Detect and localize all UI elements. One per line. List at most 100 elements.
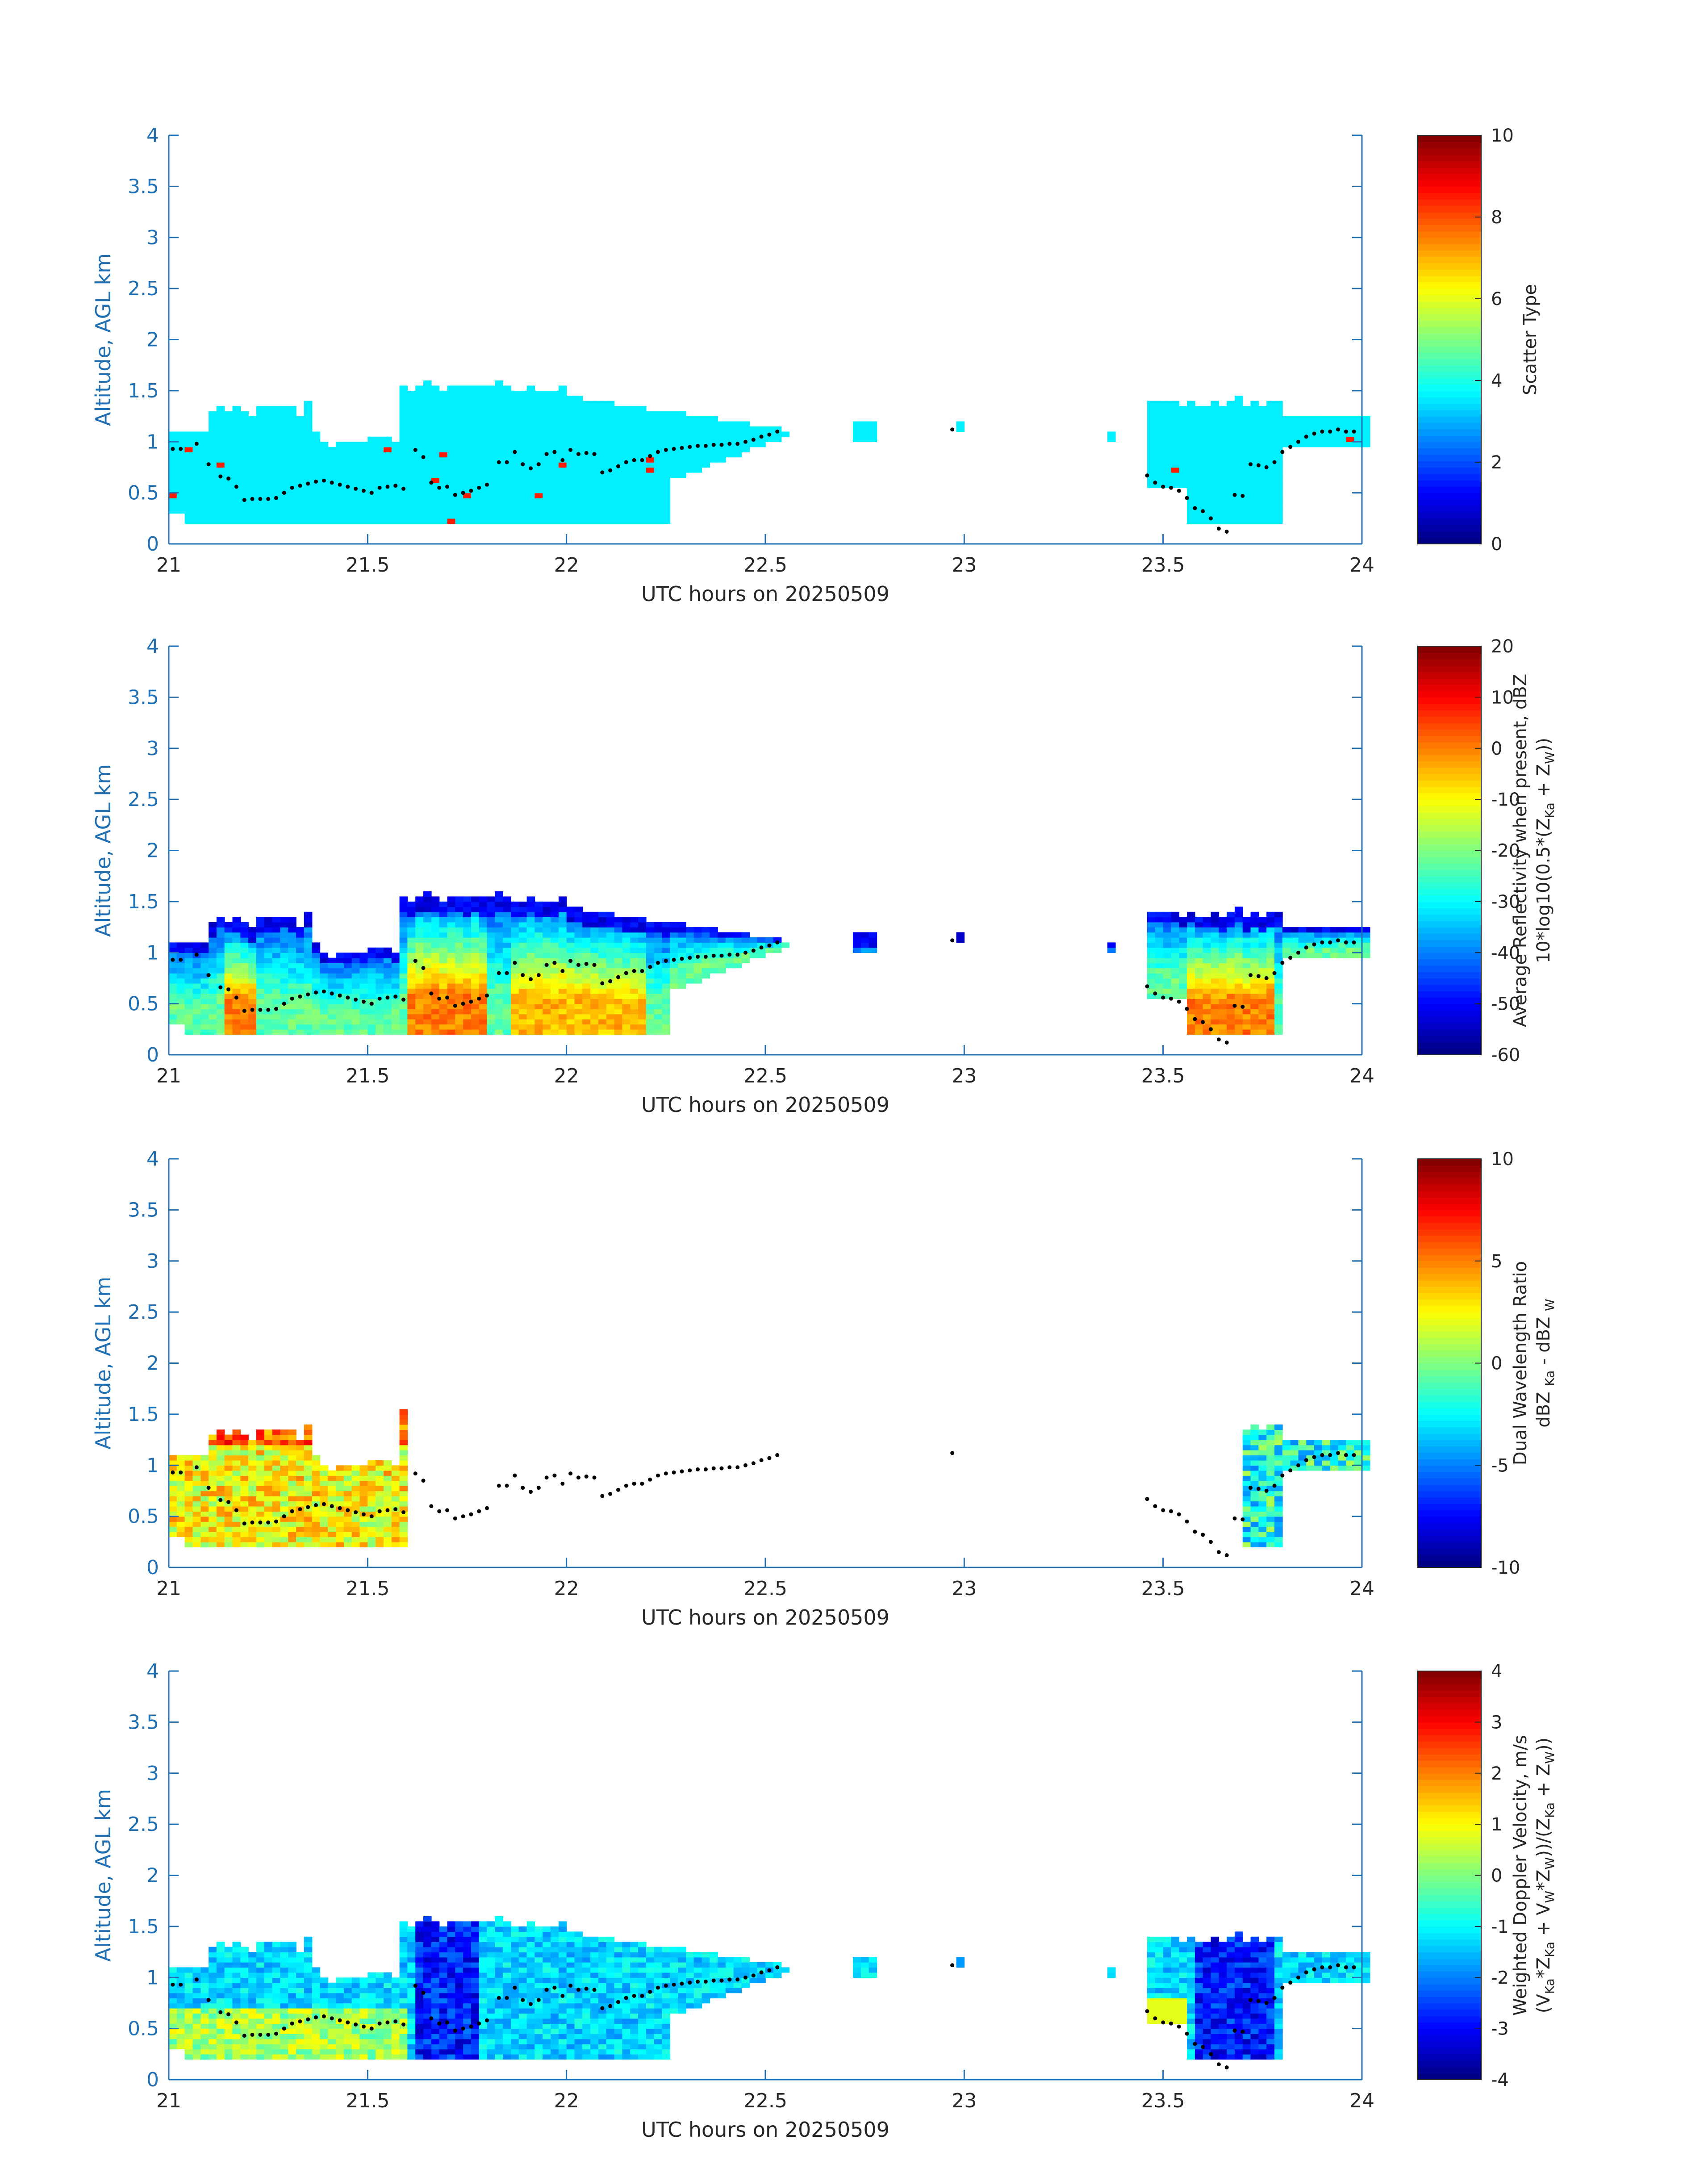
heatmap-cell: [1163, 927, 1172, 933]
heatmap-cell: [312, 1029, 321, 1035]
heatmap-cell: [1242, 482, 1251, 488]
heatmap-cell: [336, 488, 344, 493]
heatmap-cell: [431, 442, 440, 447]
heatmap-cell: [272, 513, 281, 519]
heatmap-cell: [535, 493, 543, 498]
colorbar-step: [1418, 889, 1481, 896]
heatmap-cell: [399, 1009, 408, 1015]
heatmap-cell: [1242, 999, 1251, 1004]
cloud-base-point: [369, 491, 374, 495]
heatmap-cell: [384, 462, 392, 468]
heatmap-cell: [518, 942, 527, 948]
heatmap-cell: [1219, 957, 1227, 963]
heatmap-cell: [1242, 442, 1251, 447]
heatmap-cell: [574, 472, 583, 478]
heatmap-cell: [431, 401, 440, 406]
heatmap-cell: [511, 390, 519, 397]
heatmap-cell: [455, 508, 464, 514]
heatmap-cell: [1194, 416, 1203, 422]
heatmap-cell: [526, 947, 535, 953]
heatmap-cell: [176, 482, 185, 488]
heatmap-cell: [447, 957, 456, 963]
heatmap-cell: [216, 993, 225, 999]
heatmap-cell: [1266, 436, 1275, 442]
heatmap-cell: [423, 442, 432, 447]
x-tick-label: 21: [156, 554, 181, 577]
heatmap-cell: [1242, 498, 1251, 504]
heatmap-cell: [209, 1029, 217, 1035]
heatmap-cell: [359, 1491, 368, 1496]
heatmap-cell: [264, 1460, 273, 1466]
heatmap-cell: [216, 999, 225, 1004]
heatmap-cell: [391, 999, 400, 1004]
heatmap-cell: [551, 518, 559, 524]
heatmap-cell: [757, 431, 766, 437]
heatmap-cell: [526, 957, 535, 963]
heatmap-cell: [511, 431, 519, 437]
heatmap-cell: [606, 508, 615, 514]
heatmap-cell: [566, 973, 575, 979]
heatmap-cell: [256, 978, 265, 984]
colorbar-step: [1418, 1003, 1481, 1011]
heatmap-cell: [232, 1014, 241, 1020]
heatmap-cell: [1187, 999, 1195, 1004]
heatmap-cell: [551, 436, 559, 442]
heatmap-cell: [1250, 937, 1259, 943]
heatmap-cell: [518, 488, 527, 493]
colorbar-tick-label: 10: [1491, 125, 1514, 146]
heatmap-cell: [646, 1009, 655, 1015]
heatmap-cell: [1187, 988, 1195, 994]
heatmap-cell: [224, 1475, 233, 1481]
heatmap-cell: [288, 452, 296, 458]
heatmap-cell: [1330, 416, 1339, 422]
heatmap-cell: [733, 447, 742, 452]
heatmap-cell: [566, 993, 575, 999]
heatmap-cell: [336, 968, 344, 974]
heatmap-cell: [288, 953, 296, 958]
heatmap-cell: [232, 498, 241, 504]
heatmap-cell: [415, 518, 424, 524]
heatmap-cell: [518, 963, 527, 969]
heatmap-cell: [463, 411, 472, 417]
heatmap-cell: [439, 406, 448, 412]
cloud-base-point: [1264, 465, 1269, 469]
heatmap-cell: [1250, 401, 1259, 406]
heatmap-cell: [224, 1542, 233, 1547]
heatmap-cell: [272, 472, 281, 478]
heatmap-cell: [216, 462, 225, 468]
colorbar-label: Scatter Type: [1520, 284, 1541, 395]
heatmap-cell: [511, 472, 519, 478]
heatmap-cell: [598, 1014, 607, 1020]
heatmap-cell: [304, 442, 313, 447]
heatmap-cell: [399, 498, 408, 504]
heatmap-cell: [1235, 488, 1243, 493]
heatmap-cell: [216, 968, 225, 974]
heatmap-cell: [343, 1470, 352, 1476]
heatmap-cell: [535, 447, 543, 452]
heatmap-cell: [200, 947, 209, 953]
heatmap-cell: [192, 1516, 201, 1522]
heatmap-cell: [1274, 917, 1283, 923]
heatmap-cell: [718, 436, 726, 442]
heatmap-cell: [638, 462, 647, 468]
heatmap-cell: [678, 457, 686, 463]
heatmap-cell: [256, 1029, 265, 1035]
heatmap-cell: [296, 1526, 305, 1532]
heatmap-cell: [312, 1003, 321, 1009]
y-tick-label: 3: [146, 737, 159, 760]
heatmap-cell: [535, 993, 543, 999]
heatmap-cell: [535, 467, 543, 473]
heatmap-cell: [367, 1475, 376, 1481]
heatmap-cell: [1203, 426, 1211, 432]
heatmap-cell: [1187, 493, 1195, 498]
cloud-base-point: [775, 429, 780, 434]
heatmap-cell: [312, 1470, 321, 1476]
heatmap-cell: [638, 426, 647, 432]
heatmap-cell: [614, 508, 623, 514]
heatmap-cell: [176, 1516, 185, 1522]
heatmap-cell: [630, 406, 639, 412]
heatmap-cell: [272, 431, 281, 437]
heatmap-cell: [320, 1486, 329, 1492]
heatmap-cell: [399, 932, 408, 938]
heatmap-cell: [351, 482, 360, 488]
